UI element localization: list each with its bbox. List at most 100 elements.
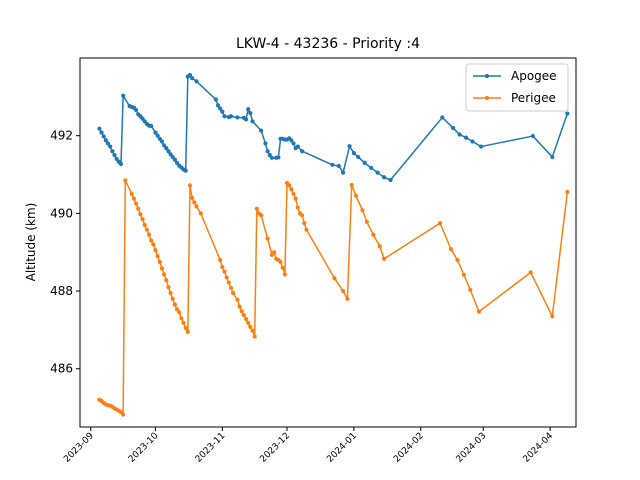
apogee-point (108, 144, 113, 149)
apogee-series (97, 72, 570, 183)
perigee-point (190, 195, 195, 200)
apogee-point (213, 97, 218, 102)
plot-area (79, 57, 577, 428)
apogee-point (470, 139, 475, 144)
apogee-point (103, 138, 108, 143)
perigee-point (131, 196, 137, 201)
perigee-point (185, 329, 190, 334)
perigee-point (550, 314, 555, 319)
apogee-point (550, 154, 555, 160)
perigee-point (271, 250, 277, 255)
y-tick-label: 492 (50, 129, 73, 143)
perigee-point (295, 205, 300, 210)
chart-title: LKW-4 - 43236 - Priority :4 (236, 36, 420, 52)
perigee-point (287, 183, 292, 188)
perigee-point (226, 280, 231, 285)
apogee-point (362, 160, 367, 165)
apogee-point (235, 115, 240, 120)
legend: Apogee Perigee (465, 63, 569, 112)
apogee-point (330, 162, 335, 167)
apogee-point (118, 161, 124, 167)
apogee-point (375, 170, 380, 175)
perigee-point (162, 272, 167, 277)
y-tick-label: 488 (50, 284, 73, 298)
perigee-point (278, 259, 283, 265)
perigee-point (166, 285, 171, 290)
apogee-point (248, 111, 253, 116)
perigee-point (157, 259, 162, 265)
perigee-point (228, 285, 234, 291)
perigee-point (291, 191, 296, 197)
perigee-point (194, 204, 199, 209)
perigee-point (149, 238, 154, 243)
perigee-point (177, 310, 182, 315)
perigee-point (133, 201, 139, 206)
perigee-point (222, 269, 227, 274)
perigee-point (360, 208, 365, 213)
perigee-point (164, 278, 169, 283)
perigee-point (198, 211, 203, 216)
apogee-point (218, 106, 223, 111)
apogee-point (155, 133, 160, 138)
perigee-point (151, 242, 156, 247)
perigee-point (142, 222, 147, 228)
perigee-point (140, 217, 145, 222)
perigee-point (144, 227, 149, 232)
perigee-point (146, 232, 152, 237)
legend-apogee-label: Apogee (511, 69, 557, 83)
perigee-point (381, 256, 387, 261)
apogee-point (220, 109, 225, 114)
apogee-point (565, 111, 570, 116)
apogee-point (222, 114, 227, 119)
perigee-point (254, 206, 259, 211)
perigee-point (345, 296, 350, 301)
y-tick-label: 490 (50, 206, 73, 220)
perigee-point (192, 200, 197, 205)
perigee-point (231, 290, 236, 296)
apogee-point (291, 141, 296, 146)
apogee-point (194, 79, 199, 84)
apogee-point (265, 149, 270, 154)
perigee-point (246, 320, 251, 325)
apogee-point (300, 149, 305, 154)
apogee-point (259, 128, 264, 133)
perigee-point (468, 287, 473, 292)
apogee-point (289, 138, 294, 143)
perigee-point (243, 316, 249, 322)
apogee-point (530, 133, 535, 139)
perigee-point (341, 288, 346, 294)
perigee-point (300, 213, 305, 218)
perigee-point (293, 196, 298, 201)
perigee-point (461, 272, 466, 277)
perigee-point (237, 304, 242, 309)
apogee-point (457, 132, 462, 137)
apogee-point (101, 134, 106, 139)
perigee-series (97, 178, 570, 417)
apogee-point (263, 141, 268, 146)
perigee-point (183, 325, 188, 331)
perigee-point (282, 272, 287, 277)
apogee-point (149, 123, 154, 129)
apogee-point (388, 177, 393, 183)
apogee-point (243, 117, 249, 122)
perigee-point (239, 309, 244, 314)
apogee-point (164, 146, 169, 151)
perigee-point (136, 206, 141, 211)
apogee-point (228, 114, 234, 119)
apogee-point (183, 168, 188, 173)
apogee-point (295, 144, 300, 149)
perigee-point (179, 316, 184, 321)
apogee-point (187, 72, 193, 78)
apogee-point (356, 154, 361, 160)
apogee-point (250, 119, 255, 124)
perigee-point (155, 253, 160, 259)
apogee-point (341, 170, 346, 175)
perigee-point (377, 244, 382, 249)
perigee-point (448, 247, 454, 252)
apogee-point (110, 149, 115, 154)
apogee-point (381, 175, 387, 180)
perigee-point (364, 219, 369, 225)
perigee-point (565, 189, 570, 195)
apogee-point (440, 115, 445, 120)
